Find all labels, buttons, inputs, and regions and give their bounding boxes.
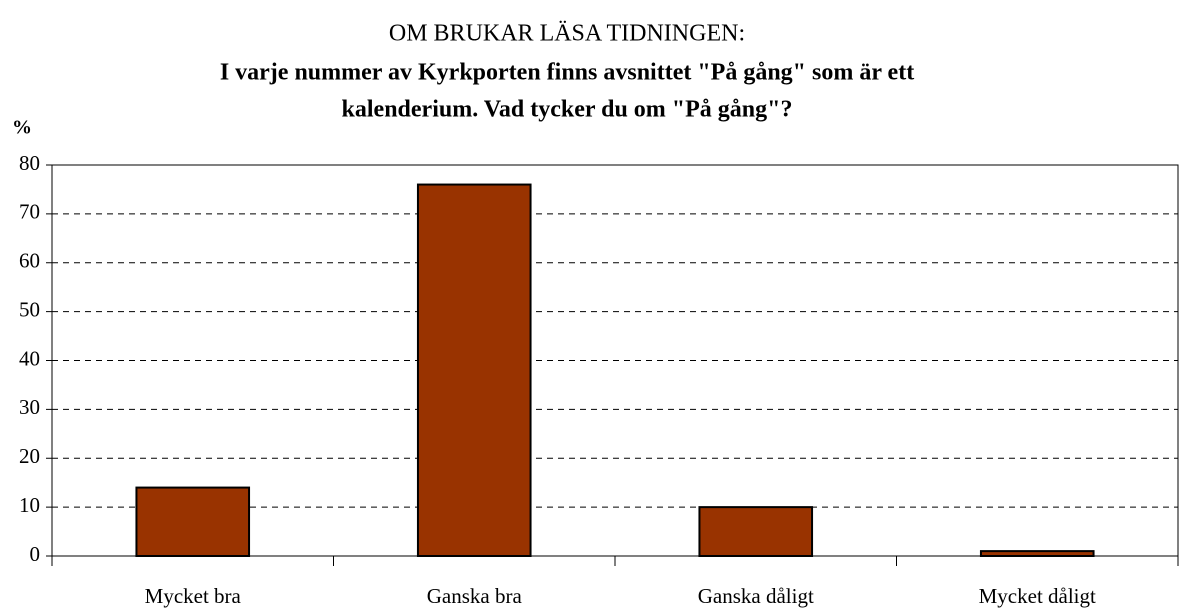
bar — [698, 506, 814, 557]
x-tick-label: Ganska bra — [427, 584, 523, 608]
bar — [135, 486, 251, 558]
y-tick-label: 60 — [19, 249, 40, 273]
y-tick-label: 50 — [19, 297, 40, 321]
x-tick-label: Mycket bra — [145, 584, 242, 608]
y-tick-label: 0 — [30, 542, 41, 566]
y-axis-label: % — [12, 117, 32, 139]
chart-subtitle: I varje nummer av Kyrkporten finns avsni… — [220, 60, 914, 86]
bar — [979, 550, 1095, 557]
y-tick-label: 30 — [19, 395, 40, 419]
chart-title: OM BRUKAR LÄSA TIDNINGEN: — [389, 21, 745, 47]
chart-subtitle: kalenderium. Vad tycker du om "På gång"? — [342, 97, 793, 123]
y-tick-label: 40 — [19, 346, 40, 370]
y-tick-label: 20 — [19, 444, 40, 468]
y-tick-label: 10 — [19, 493, 40, 517]
bar — [416, 183, 532, 558]
x-tick-label: Ganska dåligt — [698, 584, 814, 608]
y-tick-label: 70 — [19, 200, 40, 224]
x-tick-label: Mycket dåligt — [979, 584, 1096, 608]
y-tick-label: 80 — [19, 151, 40, 175]
